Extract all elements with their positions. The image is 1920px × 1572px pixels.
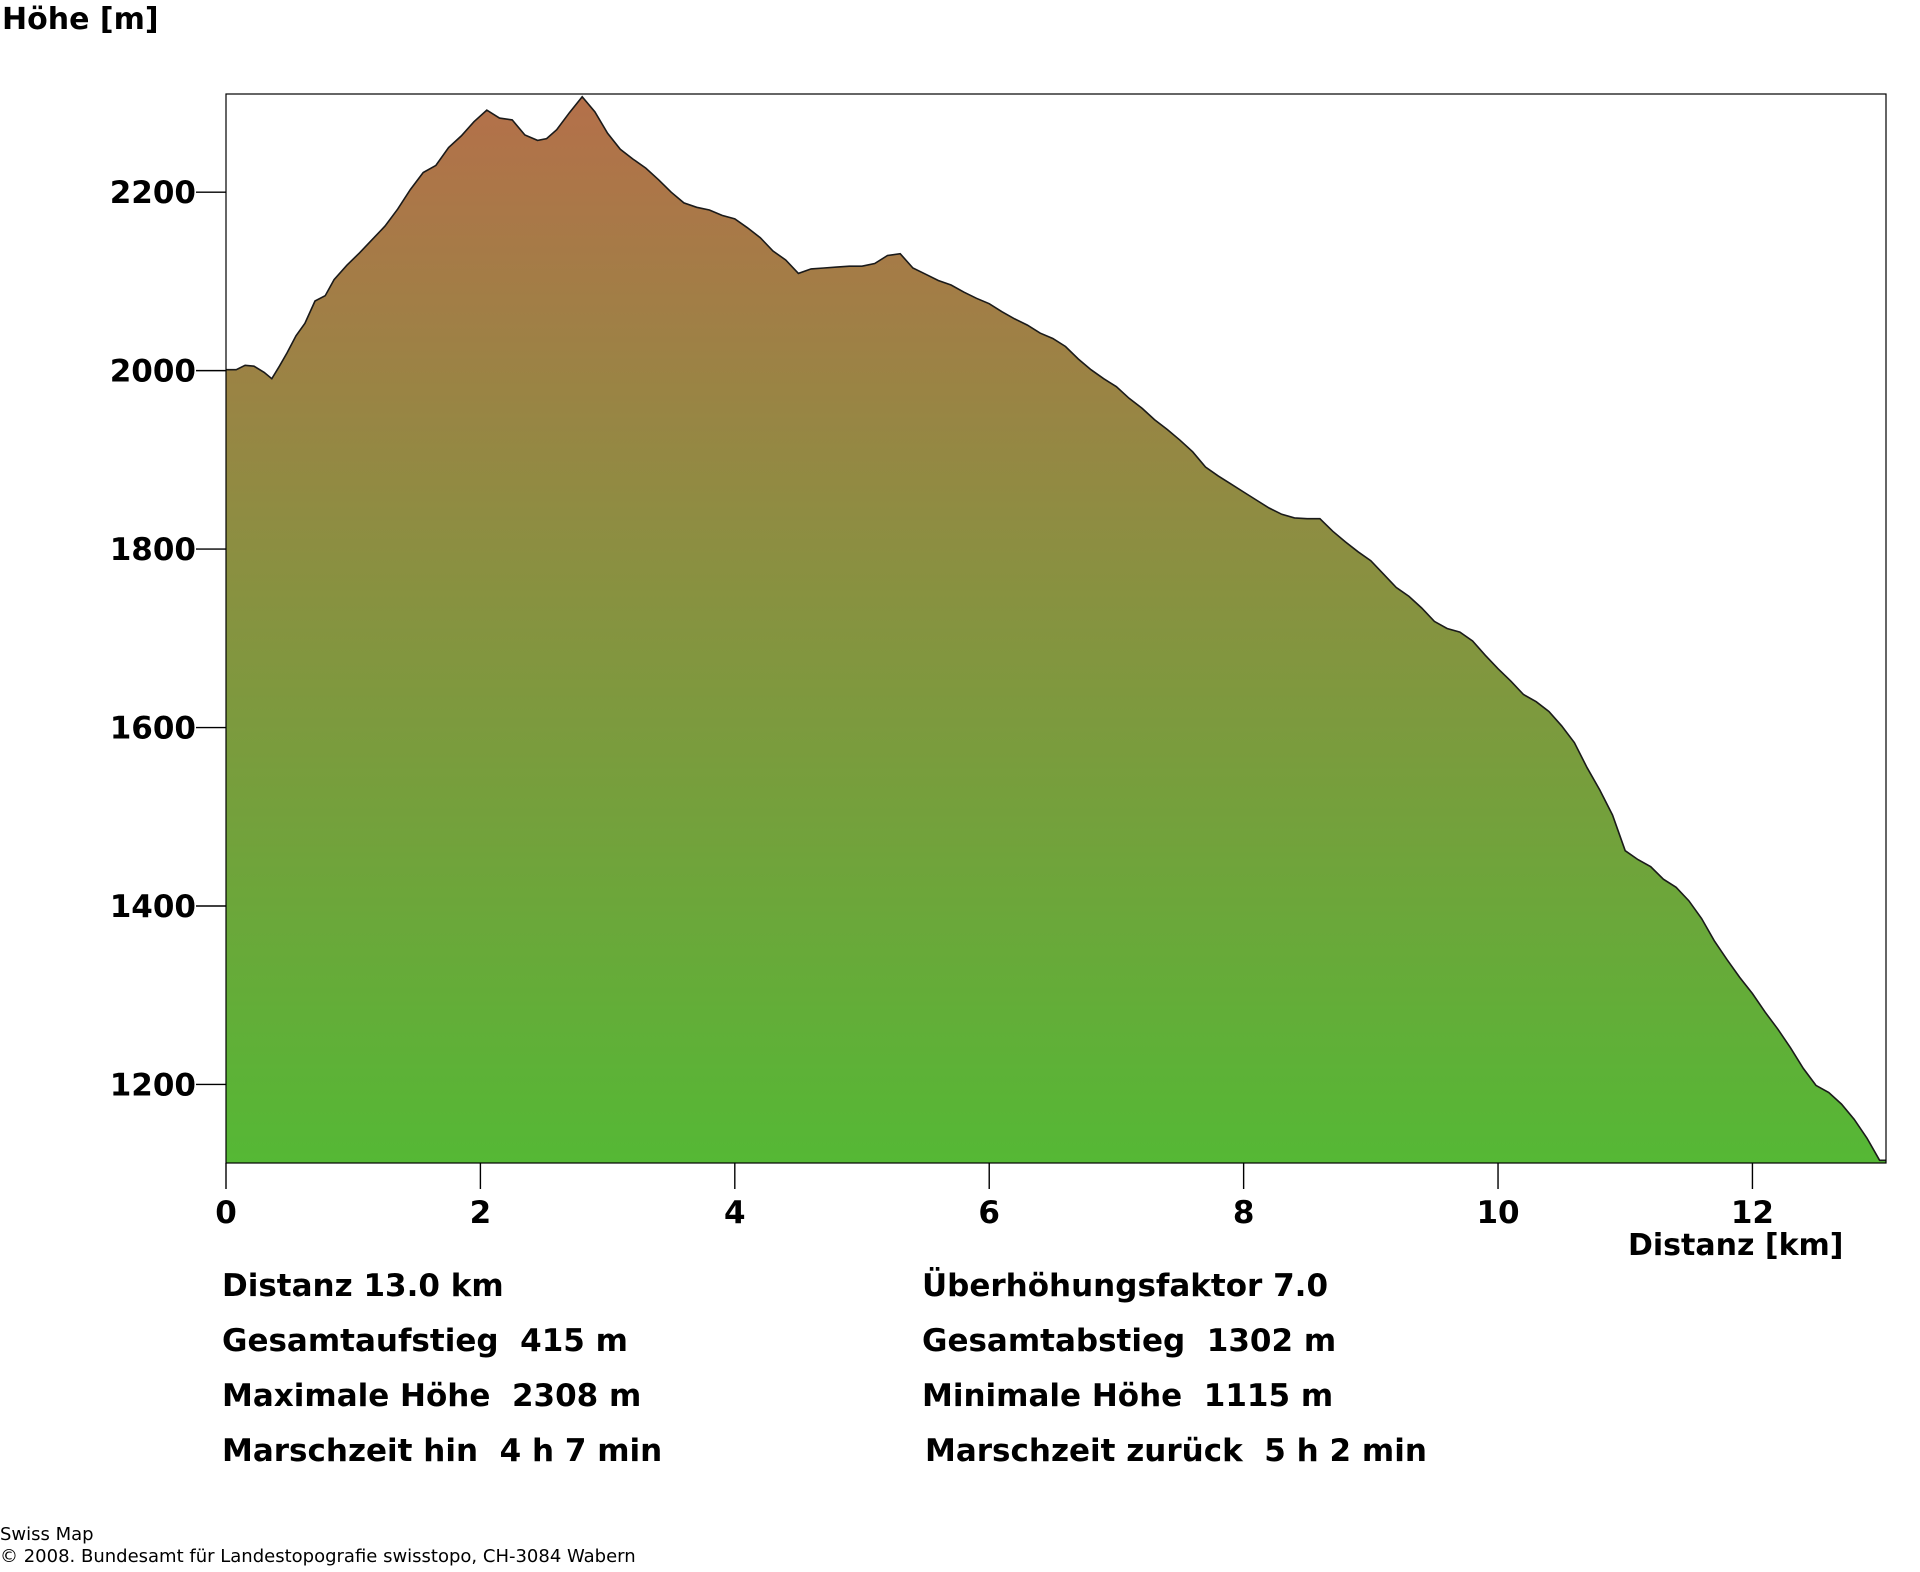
y-tick-label: 1200 (110, 1067, 196, 1103)
x-tick-label: 12 (1731, 1195, 1774, 1231)
x-tick-label: 0 (215, 1195, 237, 1231)
y-tick-label: 1800 (110, 532, 196, 568)
x-axis-label: Distanz [km] (1628, 1228, 1844, 1263)
stat-walk-time-outbound: Marschzeit hin 4 h 7 min (222, 1433, 663, 1469)
stat-walk-time-return: Marschzeit zurück 5 h 2 min (925, 1433, 1427, 1469)
y-tick-label: 2200 (110, 175, 196, 211)
x-tick-label: 4 (724, 1195, 746, 1231)
stat-total-ascent: Gesamtaufstieg 415 m (222, 1323, 628, 1359)
elevation-line (226, 95, 1886, 1162)
x-tick-label: 2 (470, 1195, 492, 1231)
footer-copyright: © 2008. Bundesamt für Landestopografie s… (0, 1546, 636, 1567)
y-tick-label: 1400 (110, 889, 196, 925)
stat-total-descent: Gesamtabstieg 1302 m (922, 1323, 1337, 1359)
x-tick-label: 6 (978, 1195, 1000, 1231)
x-tick-label: 10 (1476, 1195, 1519, 1231)
y-tick-label: 2000 (110, 354, 196, 390)
y-tick-label: 1600 (110, 711, 196, 747)
elevation-area (226, 96, 1886, 1164)
y-axis-label: Höhe [m] (2, 2, 159, 37)
stat-max-elevation: Maximale Höhe 2308 m (222, 1378, 642, 1414)
stat-min-elevation: Minimale Höhe 1115 m (922, 1378, 1334, 1414)
stat-distance: Distanz 13.0 km (222, 1268, 504, 1304)
stat-exaggeration-factor: Überhöhungsfaktor 7.0 (922, 1268, 1329, 1304)
x-tick-label: 8 (1233, 1195, 1255, 1231)
plot-frame (225, 93, 1887, 1164)
footer-map-source: Swiss Map (0, 1524, 94, 1545)
